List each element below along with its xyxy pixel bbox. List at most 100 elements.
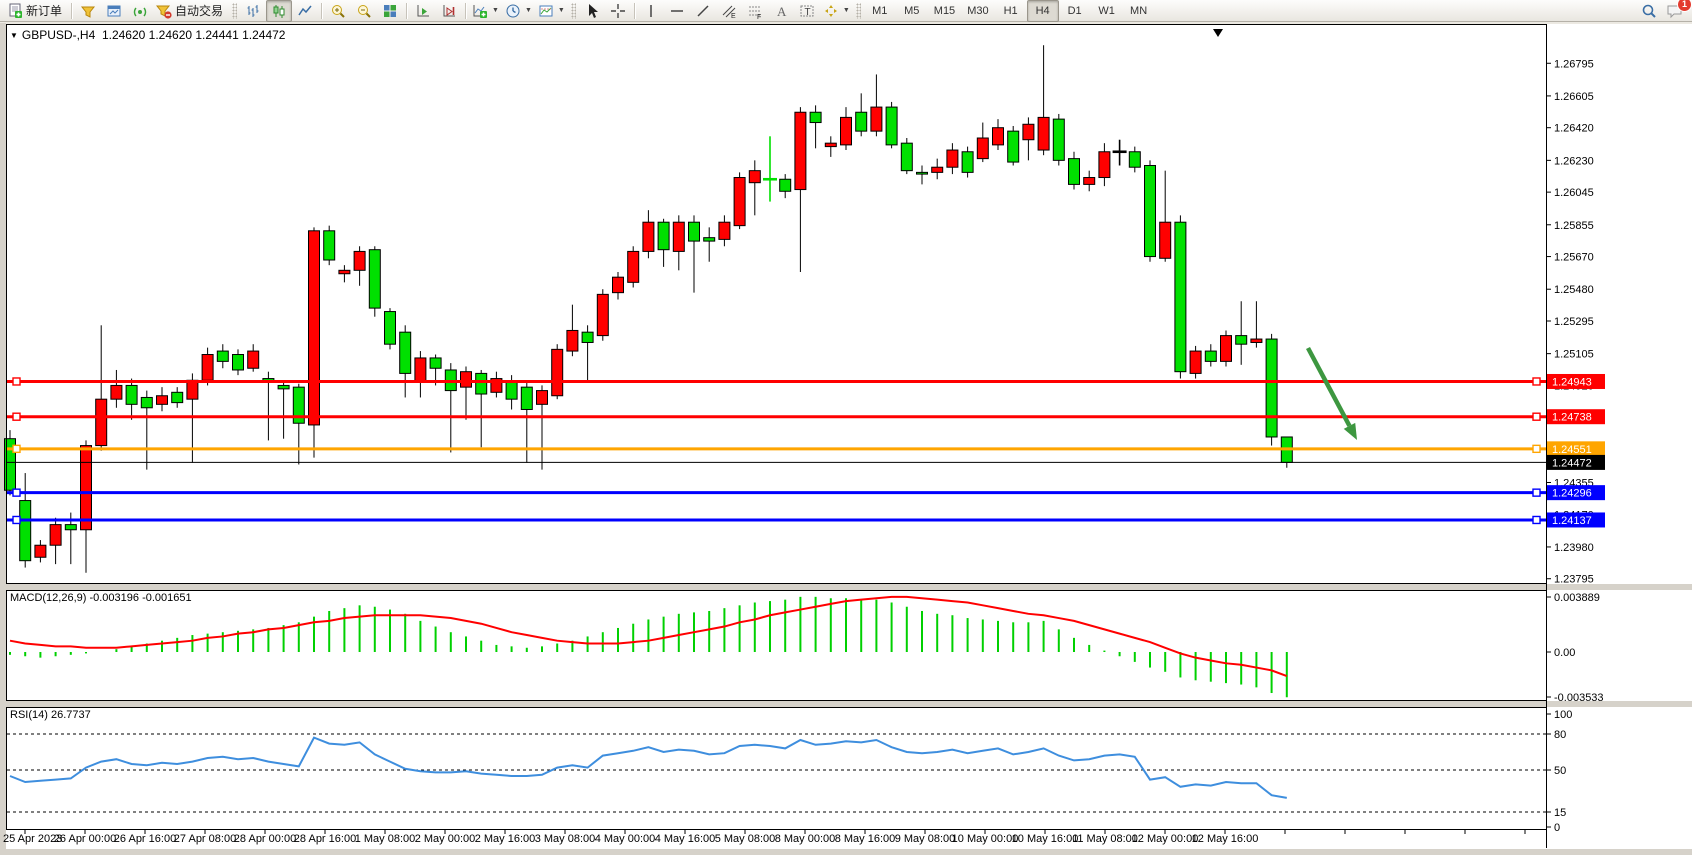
line-anchor-handle[interactable] [12,488,21,497]
time-axis-label: 26 Apr 00:00 [54,833,116,845]
candle-body [612,276,624,294]
chat-button[interactable]: 1 [1662,0,1692,22]
periods-button[interactable]: ▼ [502,0,535,22]
arrows-button[interactable]: ▼ [820,0,853,22]
search-button[interactable] [1636,0,1662,22]
metaquotes-button[interactable] [75,0,101,22]
line-anchor-handle[interactable] [1532,412,1541,421]
rsi-axis-label: 80 [1554,729,1566,741]
search-icon [1642,4,1656,18]
line-anchor-handle[interactable] [12,444,21,454]
trendline-button[interactable] [690,0,716,22]
vertical-line-button[interactable] [638,0,664,22]
candle-body [961,151,974,173]
fibonacci-button[interactable]: F [742,0,768,22]
tf-m5-button[interactable]: M5 [904,4,920,17]
candle-body [95,398,108,447]
auto-trading-button[interactable]: 自动交易 [153,0,229,22]
price-axis-label: 1.25295 [1554,316,1594,328]
zoom-out-button[interactable] [351,0,377,22]
candle-body [475,372,488,395]
symbol-dropdown-icon[interactable]: ▼ [10,31,18,40]
text-button[interactable]: A [768,0,794,22]
line-anchor-handle[interactable] [12,377,21,386]
chart-shift-button[interactable] [436,0,462,22]
text-label-icon: T [800,5,814,18]
bar-chart-button[interactable] [240,0,266,22]
pane-splitter[interactable] [0,701,1692,707]
tf-m30-button[interactable]: M30 [967,4,989,17]
crosshair-button[interactable] [605,0,631,22]
dropdown-arrow-icon: ▼ [492,7,499,14]
toolbar-drag-handle[interactable] [570,2,576,19]
price-badge-label: 1.24137 [1552,515,1592,527]
toolbar-separator [321,2,323,19]
line-anchor-handle[interactable] [1532,377,1541,386]
horizontal-line-button[interactable] [664,0,690,22]
line-anchor-handle[interactable] [12,515,21,525]
chart-canvas[interactable]: 1.26795 1.26605 1.26420 1.26230 1.26045 1.258… [0,23,1692,855]
price-axis-label: 1.26795 [1554,58,1594,70]
tf-h1-button[interactable]: H1 [1003,4,1018,17]
toolbar-drag-handle[interactable] [855,2,861,19]
tf-w1-button[interactable]: W1 [1098,4,1115,17]
rsi-axis-label: 0 [1554,822,1560,834]
macd-axis-label: -0.003533 [1554,692,1604,704]
new-order-button[interactable]: 新订单 [4,0,68,22]
trend-arrow-head[interactable] [1343,422,1357,440]
tf-m1-button[interactable]: M1 [872,4,888,17]
time-axis-label: 8 May 16:00 [835,833,896,845]
candle-body [824,142,837,148]
candle-body [201,354,214,381]
trendline-icon [697,4,709,17]
candle-body [657,221,670,251]
price-badge-label: 1.24738 [1552,412,1592,424]
price-axis-label: 1.25105 [1554,349,1594,361]
templates-button[interactable]: ▼ [535,0,568,22]
chart-window-button[interactable] [101,0,127,22]
candle-body [520,386,533,410]
chart-shift-marker[interactable] [1213,29,1223,37]
template-icon [539,5,553,16]
time-axis-label: 2 May 00:00 [415,833,476,845]
tf-h4-button[interactable]: H4 [1026,0,1059,22]
line-anchor-handle[interactable] [1532,444,1541,454]
line-anchor-handle[interactable] [12,412,21,421]
candlestick-chart-button[interactable] [266,0,293,22]
zoom-in-button[interactable] [325,0,351,22]
candle-body [855,111,868,132]
tile-windows-button[interactable] [377,0,403,22]
text-label-button[interactable]: T [794,0,820,22]
candle-body [703,237,716,242]
line-anchor-handle[interactable] [1532,515,1541,525]
macd-signal-line [9,595,1288,677]
chart-shift-icon [443,4,456,16]
candle-body [916,171,928,175]
pane-splitter[interactable] [0,584,1692,590]
tf-d1-button[interactable]: D1 [1067,4,1082,17]
line-anchor-handle[interactable] [1532,488,1541,497]
trend-arrow-object[interactable] [1306,346,1352,427]
tf-mn-button[interactable]: MN [1130,4,1148,17]
indicators-button[interactable]: ▼ [469,0,502,22]
rsi-line [9,736,1287,799]
auto-scroll-button[interactable] [410,0,436,22]
price-axis-label: 1.23795 [1554,574,1594,586]
candle-body [171,391,184,404]
tf-m15-button[interactable]: M15 [933,4,956,17]
candle-body [125,384,138,405]
candle-body [885,106,898,146]
candle-body [581,331,594,343]
toolbar-drag-handle[interactable] [232,2,238,19]
horizontal-line-icon [670,9,683,12]
line-chart-button[interactable] [292,0,318,22]
candle-body [277,384,290,390]
price-badge-label: 1.24943 [1552,376,1592,388]
candle-body [308,230,320,426]
cursor-button[interactable] [579,0,605,22]
signals-button[interactable] [127,0,153,22]
zoom-in-icon [332,4,345,18]
time-axis-label: 10 May 16:00 [1012,833,1079,845]
equidistant-channel-button[interactable]: E [716,0,742,22]
